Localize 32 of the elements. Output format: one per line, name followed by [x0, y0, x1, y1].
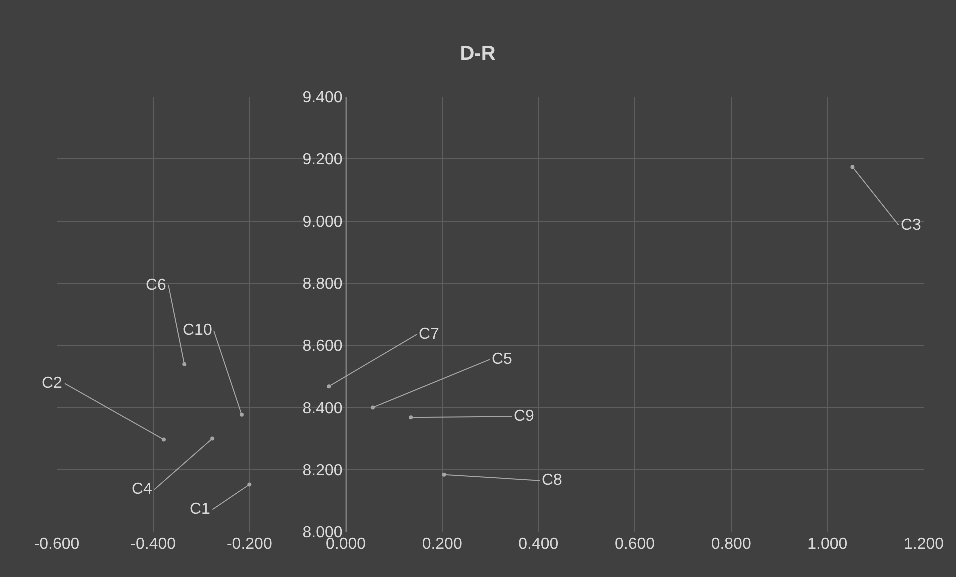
x-tick-label: -0.400 [130, 536, 176, 553]
x-tick-label: 1.000 [808, 536, 848, 553]
y-tick-label: 9.000 [302, 214, 343, 231]
data-label: C9 [514, 408, 535, 425]
y-tick-label: 8.200 [302, 462, 343, 480]
data-label: C2 [42, 375, 63, 392]
data-label: C10 [183, 322, 212, 339]
data-label: C8 [542, 472, 563, 489]
point [327, 384, 332, 389]
x-tick-label: 0.200 [422, 536, 462, 553]
x-tick-label: 1.200 [904, 536, 944, 553]
data-label: C1 [190, 501, 211, 518]
x-tick-label: 0.600 [614, 536, 656, 553]
y-tick-label: 9.400 [302, 90, 343, 107]
data-label: C5 [492, 351, 513, 368]
point [240, 412, 244, 417]
point [409, 416, 414, 420]
y-tick-label: 9.200 [302, 152, 343, 169]
x-tick-label: 0.400 [518, 536, 559, 553]
data-label: C7 [419, 326, 440, 343]
x-tick-label: -0.200 [226, 536, 272, 553]
point [182, 362, 187, 367]
data-label: C6 [146, 277, 167, 294]
x-tick-label: -0.600 [34, 536, 80, 553]
chart-title: D-R [460, 43, 496, 66]
x-tick-label: 0.800 [711, 536, 752, 553]
point [370, 406, 375, 410]
data-label: C4 [132, 481, 153, 498]
data-label: C3 [901, 217, 922, 234]
y-tick-label: 8.800 [302, 276, 343, 294]
y-tick-label: 8.400 [302, 400, 343, 418]
y-tick-label: 8.600 [302, 338, 343, 356]
